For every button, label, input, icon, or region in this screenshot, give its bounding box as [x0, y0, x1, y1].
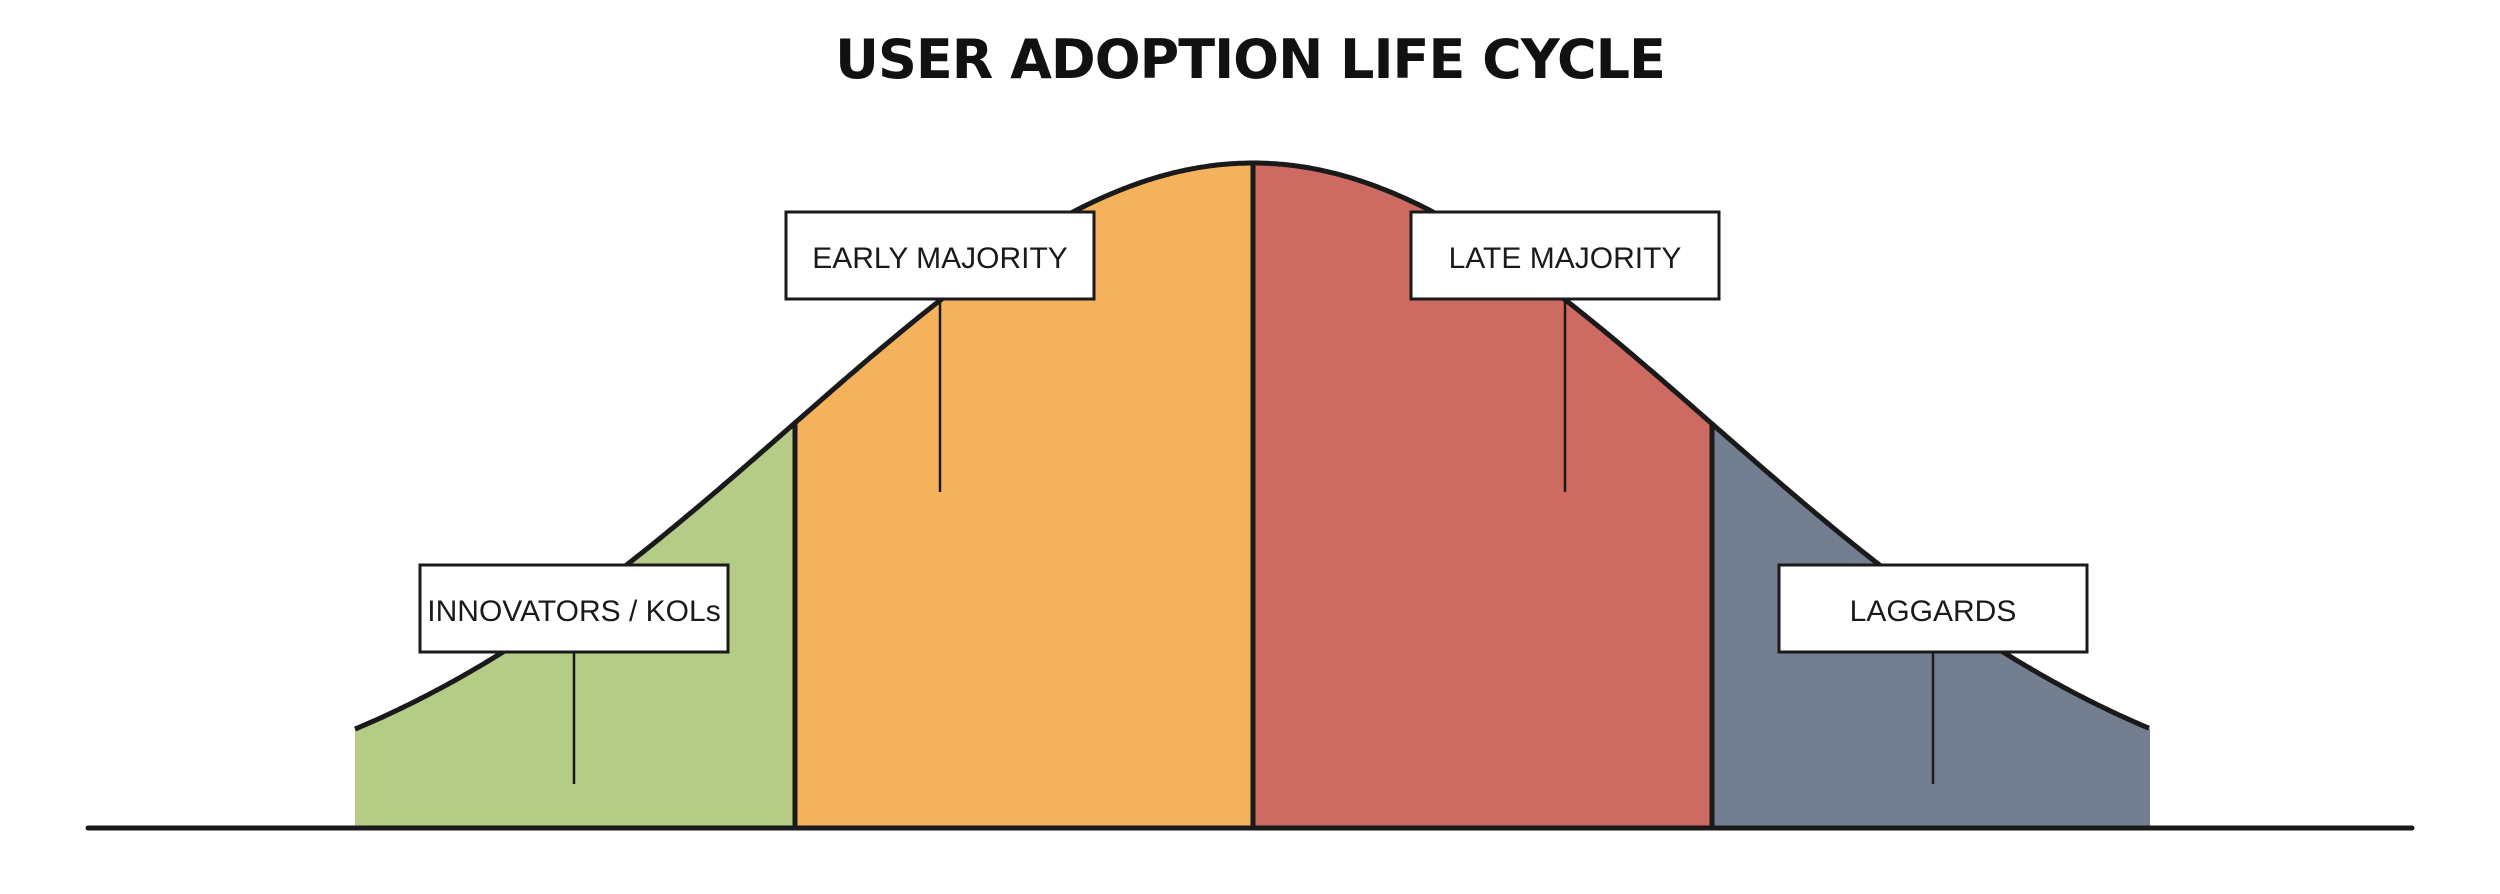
segment-late-majority-fill: [1253, 163, 1712, 828]
callout-late-majority-label: LATE MAJORITY: [1449, 242, 1682, 275]
callout-innovators-label: INNOVATORS / KOLs: [427, 595, 720, 628]
callout-innovators: INNOVATORS / KOLs: [418, 563, 730, 654]
segment-early-majority-fill: [795, 163, 1253, 828]
callout-early-majority-label: EARLY MAJORITY: [812, 242, 1068, 275]
bell-curve-outline: [354, 160, 2150, 732]
callout-early-majority: EARLY MAJORITY: [784, 210, 1096, 301]
diagram-title: USER ADOPTION LIFE CYCLE: [835, 28, 1666, 91]
callout-laggards: LAGGARDS: [1777, 563, 2089, 654]
callout-laggards-label: LAGGARDS: [1850, 595, 2017, 628]
callout-late-majority: LATE MAJORITY: [1409, 210, 1721, 301]
